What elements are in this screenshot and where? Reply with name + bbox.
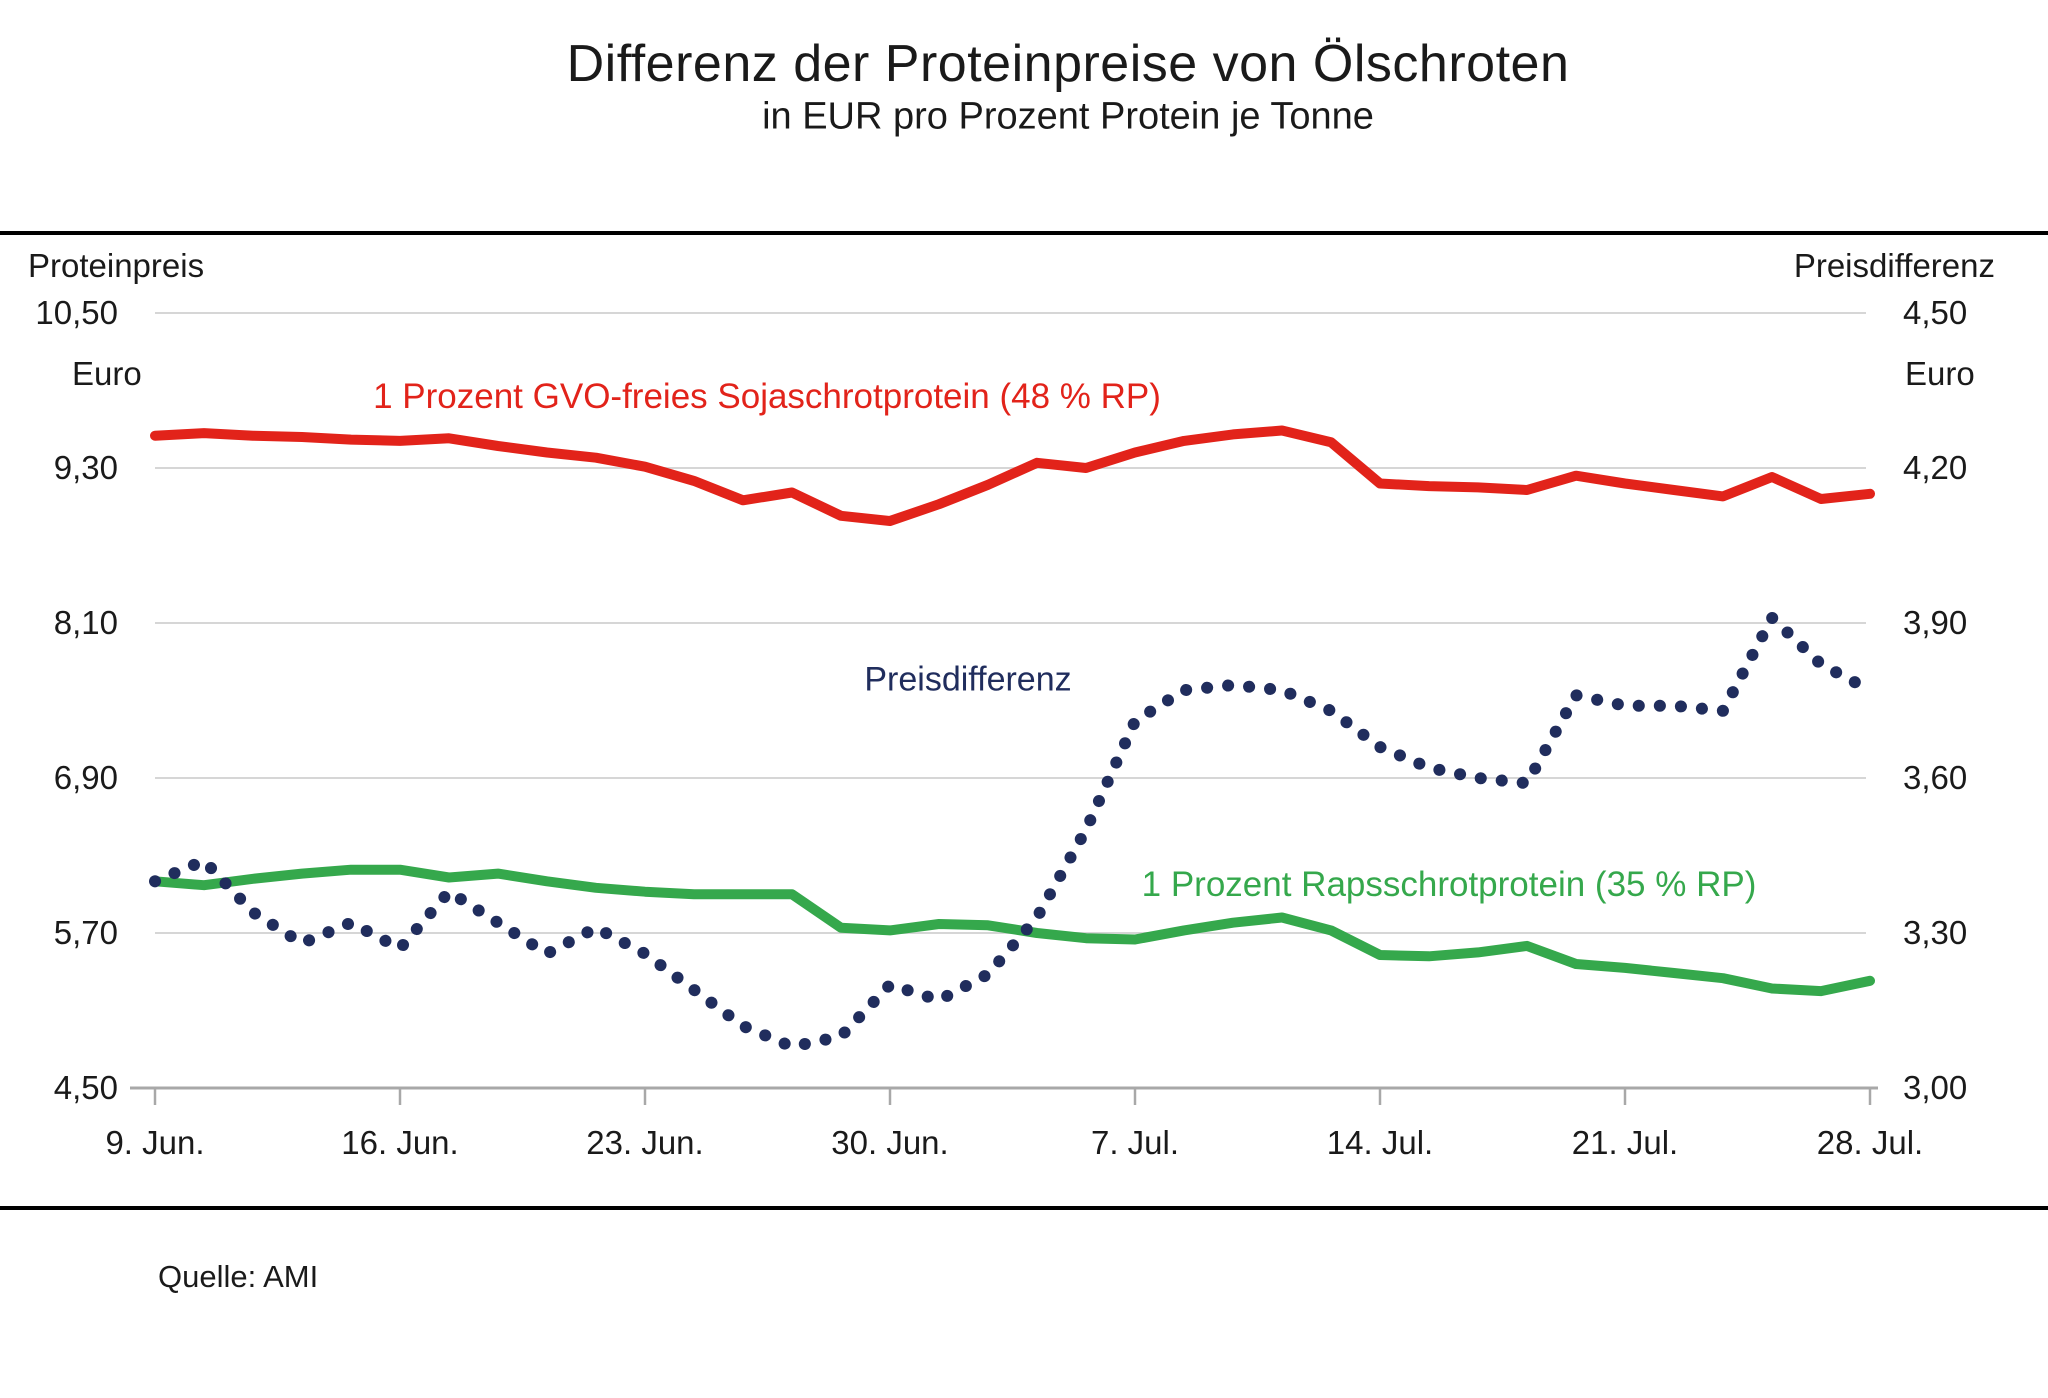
right-axis-unit: Euro — [1905, 355, 1975, 392]
y-tick-label-right: 3,30 — [1903, 914, 1968, 951]
x-tick-label: 28. Jul. — [1816, 1124, 1924, 1161]
source-note: Quelle: AMI — [158, 1259, 319, 1294]
y-tick-label-right: 3,60 — [1903, 759, 1968, 796]
x-tick-label: 7. Jul. — [1090, 1124, 1180, 1161]
y-tick-label-left: 6,90 — [53, 759, 118, 796]
left-axis-header: Proteinpreis — [28, 247, 205, 284]
x-tick-label: 14. Jul. — [1326, 1124, 1434, 1161]
y-tick-label-right: 4,20 — [1903, 449, 1968, 486]
y-tick-label-right: 4,50 — [1903, 294, 1968, 331]
left-axis-unit: Euro — [72, 355, 142, 392]
chart-subtitle: in EUR pro Prozent Protein je Tonne — [762, 95, 1374, 138]
right-axis-header: Preisdifferenz — [1793, 247, 1995, 284]
y-tick-label-right: 3,90 — [1903, 604, 1968, 641]
x-tick-label: 21. Jul. — [1571, 1124, 1679, 1161]
series-line-soja — [150, 425, 1875, 526]
y-tick-label-left: 9,30 — [53, 449, 118, 486]
x-tick-label: 9. Jun. — [105, 1124, 205, 1161]
y-tick-label-left: 4,50 — [53, 1069, 118, 1106]
y-tick-label-left: 10,50 — [35, 294, 118, 331]
x-tick-label: 30. Jun. — [831, 1124, 949, 1161]
legend-raps-label: 1 Prozent Rapsschrotprotein (35 % RP) — [1141, 865, 1757, 904]
bottom-divider — [0, 1206, 2048, 1210]
legend-soja-label: 1 Prozent GVO-freies Sojaschrotprotein (… — [373, 377, 1161, 416]
chart-title: Differenz der Proteinpreise von Ölschrot… — [566, 35, 1570, 93]
legend-preisdifferenz-label: Preisdifferenz — [864, 660, 1072, 699]
y-tick-label-right: 3,00 — [1903, 1069, 1968, 1106]
series-line-raps — [150, 864, 1875, 997]
series-line-preisdifferenz — [149, 611, 1876, 1053]
y-tick-label-left: 8,10 — [53, 604, 118, 641]
top-divider — [0, 231, 2048, 235]
x-tick-label: 23. Jun. — [586, 1124, 704, 1161]
x-tick-label: 16. Jun. — [341, 1124, 459, 1161]
y-tick-label-left: 5,70 — [53, 914, 118, 951]
